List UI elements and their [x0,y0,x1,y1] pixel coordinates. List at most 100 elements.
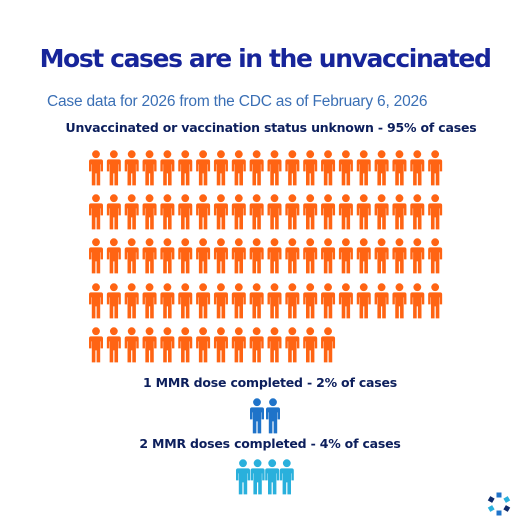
person-icon-unvaccinated [178,150,193,186]
person-icon-unvaccinated [231,327,246,363]
person-icon-unvaccinated [267,327,282,363]
person-icon-unvaccinated [178,194,193,230]
person-icon-unvaccinated [89,283,103,319]
person-icon-unvaccinated [249,150,264,186]
person-icon-unvaccinated [338,238,353,274]
person-icon-unvaccinated [178,238,193,274]
person-icon-unvaccinated [142,194,157,230]
person-icon-unvaccinated [196,238,211,274]
person-icon-unvaccinated [196,150,211,186]
chart-title: Most cases are in the unvaccinated [39,44,492,73]
person-icon-unvaccinated [321,150,336,186]
person-icon-two-doses [236,459,250,495]
person-icon-unvaccinated [160,194,175,230]
person-icon-one-dose [266,398,280,434]
person-icon-unvaccinated [267,238,282,274]
series-label-two-doses: 2 MMR doses completed - 4% of cases [139,436,401,451]
person-icon-unvaccinated [231,194,246,230]
person-icon-unvaccinated [89,238,103,274]
person-icon-unvaccinated [285,194,300,230]
person-icon-unvaccinated [303,327,318,363]
person-icon-unvaccinated [196,194,211,230]
person-icon-unvaccinated [142,327,157,363]
person-icon-unvaccinated [213,150,228,186]
person-icon-unvaccinated [356,238,371,274]
person-icon-unvaccinated [106,327,121,363]
person-icon-unvaccinated [356,194,371,230]
person-icon-two-doses [279,459,294,495]
person-icon-unvaccinated [303,194,318,230]
person-icon-unvaccinated [267,283,282,319]
person-icon-unvaccinated [106,150,121,186]
person-icon-unvaccinated [321,327,336,363]
person-icon-unvaccinated [392,283,407,319]
person-icon-unvaccinated [321,238,336,274]
series-label-one-dose: 1 MMR dose completed - 2% of cases [142,375,398,390]
person-icon-unvaccinated [142,150,157,186]
person-icon-unvaccinated [428,238,443,274]
person-icon-unvaccinated [392,150,407,186]
person-icon-unvaccinated [321,283,336,319]
person-icon-unvaccinated [285,150,300,186]
person-icon-unvaccinated [106,194,121,230]
person-icon-unvaccinated [374,150,389,186]
person-icon-unvaccinated [231,283,246,319]
person-icon-unvaccinated [267,150,282,186]
person-icon-unvaccinated [142,283,157,319]
person-icon-unvaccinated [196,327,211,363]
person-icon-unvaccinated [374,194,389,230]
person-icon-unvaccinated [89,327,103,363]
unvaccinated-icon-group [89,150,443,363]
person-icon-unvaccinated [321,194,336,230]
person-icon-unvaccinated [213,283,228,319]
person-icon-unvaccinated [392,194,407,230]
person-icon-unvaccinated [124,194,139,230]
person-icon-unvaccinated [249,194,264,230]
two-doses-icon-group [236,459,294,495]
chart-subtitle: Case data for 2026 from the CDC as of Fe… [47,93,428,110]
person-icon-unvaccinated [410,150,425,186]
person-icon-unvaccinated [124,150,139,186]
person-icon-unvaccinated [249,327,264,363]
person-icon-unvaccinated [196,283,211,319]
person-icon-unvaccinated [410,194,425,230]
person-icon-unvaccinated [285,238,300,274]
cdc-logo-icon [487,492,511,516]
person-icon-unvaccinated [142,238,157,274]
person-icon-unvaccinated [410,283,425,319]
person-icon-unvaccinated [392,238,407,274]
person-icon-unvaccinated [160,327,175,363]
series-label-unvaccinated: Unvaccinated or vaccination status unkno… [65,120,477,135]
person-icon-two-doses [265,459,280,495]
person-icon-unvaccinated [89,194,103,230]
person-icon-unvaccinated [428,150,443,186]
person-icon-unvaccinated [178,283,193,319]
person-icon-unvaccinated [231,150,246,186]
person-icon-unvaccinated [374,238,389,274]
person-icon-unvaccinated [267,194,282,230]
person-icon-unvaccinated [356,283,371,319]
person-icon-unvaccinated [124,327,139,363]
person-icon-unvaccinated [249,238,264,274]
person-icon-unvaccinated [410,238,425,274]
person-icon-unvaccinated [213,327,228,363]
person-icon-unvaccinated [338,194,353,230]
person-icon-unvaccinated [356,150,371,186]
person-icon-unvaccinated [303,150,318,186]
person-icon-unvaccinated [160,283,175,319]
person-icon-unvaccinated [213,194,228,230]
person-icon-unvaccinated [303,283,318,319]
person-icon-unvaccinated [160,150,175,186]
person-icon-unvaccinated [374,283,389,319]
person-icon-unvaccinated [428,194,443,230]
person-icon-unvaccinated [285,283,300,319]
person-icon-unvaccinated [428,283,443,319]
person-icon-unvaccinated [303,238,318,274]
person-icon-unvaccinated [124,283,139,319]
person-icon-one-dose [250,398,264,434]
person-icon-two-doses [250,459,265,495]
person-icon-unvaccinated [213,238,228,274]
person-icon-unvaccinated [338,283,353,319]
person-icon-unvaccinated [285,327,300,363]
person-icon-unvaccinated [124,238,139,274]
